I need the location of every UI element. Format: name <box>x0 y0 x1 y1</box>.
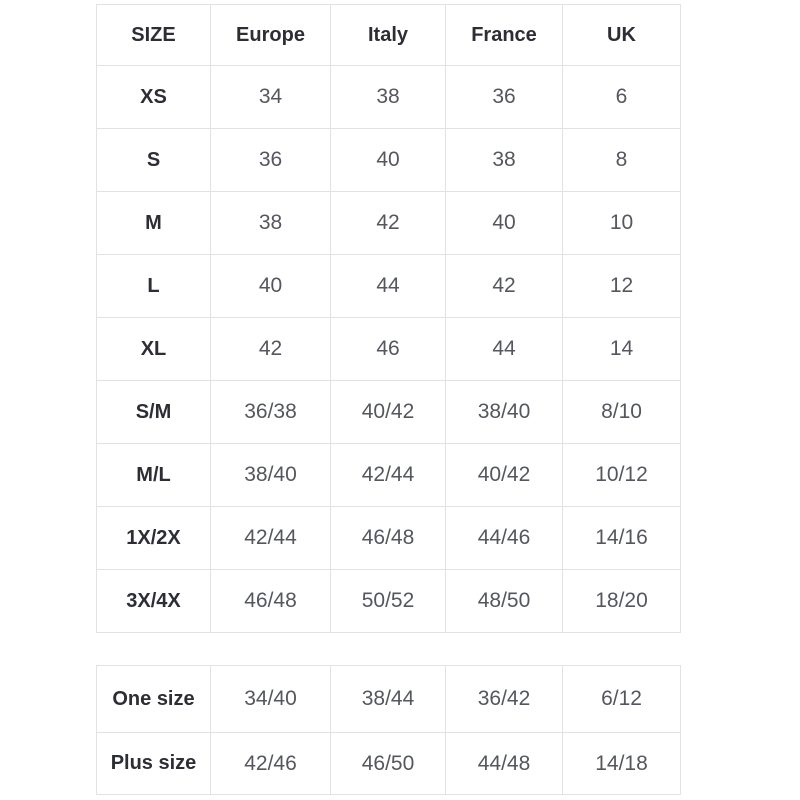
table-row-ml: M/L 38/40 42/44 40/42 10/12 <box>96 443 681 507</box>
value-cell: 46 <box>330 317 446 381</box>
table-row-1x2x: 1X/2X 42/44 46/48 44/46 14/16 <box>96 506 681 570</box>
table-row-plus-size: Plus size 42/46 46/50 44/48 14/18 <box>96 732 681 795</box>
table-row-3x4x: 3X/4X 46/48 50/52 48/50 18/20 <box>96 569 681 633</box>
size-label-cell: 1X/2X <box>96 506 211 570</box>
header-cell-france: France <box>445 4 563 66</box>
value-cell: 6/12 <box>562 665 681 733</box>
value-cell: 10 <box>562 191 681 255</box>
table-header-row: SIZE Europe Italy France UK <box>96 4 681 66</box>
value-cell: 8/10 <box>562 380 681 444</box>
value-cell: 46/48 <box>330 506 446 570</box>
value-cell: 38/40 <box>210 443 331 507</box>
size-conversion-table: SIZE Europe Italy France UK XS 34 38 36 … <box>96 4 681 633</box>
value-cell: 42/44 <box>210 506 331 570</box>
value-cell: 44 <box>330 254 446 318</box>
value-cell: 34/40 <box>210 665 331 733</box>
value-cell: 36 <box>210 128 331 192</box>
value-cell: 44 <box>445 317 563 381</box>
size-label-cell: M/L <box>96 443 211 507</box>
value-cell: 34 <box>210 65 331 129</box>
header-cell-size: SIZE <box>96 4 211 66</box>
value-cell: 42 <box>330 191 446 255</box>
value-cell: 38 <box>210 191 331 255</box>
value-cell: 18/20 <box>562 569 681 633</box>
value-cell: 38/44 <box>330 665 446 733</box>
value-cell: 38 <box>445 128 563 192</box>
size-label-cell: S <box>96 128 211 192</box>
value-cell: 40 <box>445 191 563 255</box>
value-cell: 44/48 <box>445 732 563 795</box>
size-label-cell: M <box>96 191 211 255</box>
table-row-xs: XS 34 38 36 6 <box>96 65 681 129</box>
value-cell: 8 <box>562 128 681 192</box>
table-row-xl: XL 42 46 44 14 <box>96 317 681 381</box>
size-label-cell: S/M <box>96 380 211 444</box>
table-row-l: L 40 44 42 12 <box>96 254 681 318</box>
value-cell: 44/46 <box>445 506 563 570</box>
value-cell: 40/42 <box>445 443 563 507</box>
value-cell: 38 <box>330 65 446 129</box>
value-cell: 40 <box>210 254 331 318</box>
value-cell: 46/48 <box>210 569 331 633</box>
value-cell: 42 <box>210 317 331 381</box>
size-label-cell: Plus size <box>96 732 211 795</box>
value-cell: 40 <box>330 128 446 192</box>
table-row-one-size: One size 34/40 38/44 36/42 6/12 <box>96 665 681 733</box>
value-cell: 14 <box>562 317 681 381</box>
value-cell: 14/18 <box>562 732 681 795</box>
value-cell: 48/50 <box>445 569 563 633</box>
value-cell: 42/44 <box>330 443 446 507</box>
header-cell-europe: Europe <box>210 4 331 66</box>
value-cell: 50/52 <box>330 569 446 633</box>
value-cell: 36/38 <box>210 380 331 444</box>
value-cell: 12 <box>562 254 681 318</box>
special-sizes-table: One size 34/40 38/44 36/42 6/12 Plus siz… <box>96 665 681 795</box>
value-cell: 42/46 <box>210 732 331 795</box>
value-cell: 14/16 <box>562 506 681 570</box>
value-cell: 6 <box>562 65 681 129</box>
table-row-m: M 38 42 40 10 <box>96 191 681 255</box>
value-cell: 10/12 <box>562 443 681 507</box>
value-cell: 42 <box>445 254 563 318</box>
header-cell-italy: Italy <box>330 4 446 66</box>
value-cell: 36 <box>445 65 563 129</box>
size-label-cell: XS <box>96 65 211 129</box>
table-row-sm: S/M 36/38 40/42 38/40 8/10 <box>96 380 681 444</box>
value-cell: 46/50 <box>330 732 446 795</box>
size-label-cell: L <box>96 254 211 318</box>
table-row-s: S 36 40 38 8 <box>96 128 681 192</box>
header-cell-uk: UK <box>562 4 681 66</box>
value-cell: 36/42 <box>445 665 563 733</box>
value-cell: 38/40 <box>445 380 563 444</box>
size-label-cell: One size <box>96 665 211 733</box>
value-cell: 40/42 <box>330 380 446 444</box>
size-label-cell: 3X/4X <box>96 569 211 633</box>
size-label-cell: XL <box>96 317 211 381</box>
